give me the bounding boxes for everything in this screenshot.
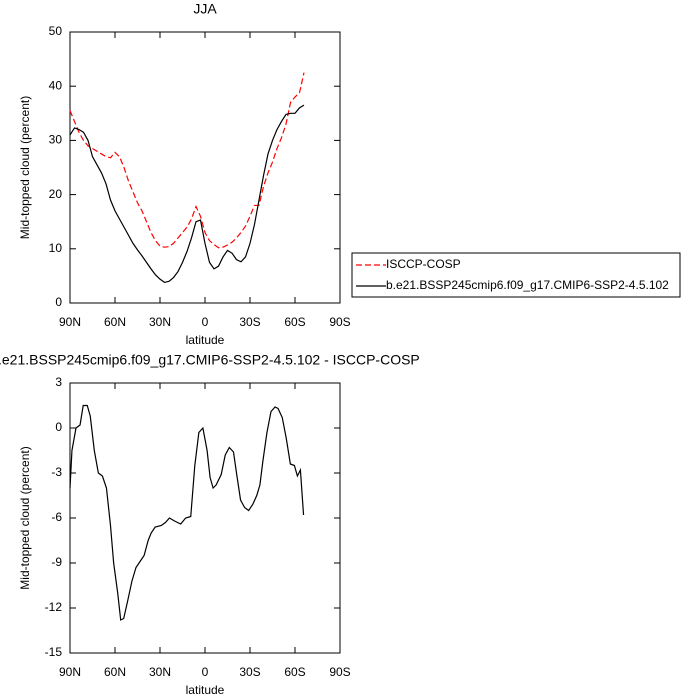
x-tick-label: 90S: [329, 665, 350, 679]
plot-frame: [69, 31, 341, 304]
x-tick-label: 90N: [59, 665, 81, 679]
y-tick-label: -15: [45, 645, 63, 659]
y-tick-label: -12: [45, 600, 63, 614]
x-tick-label: 0: [202, 315, 209, 329]
legend-label: ISCCP-COSP: [386, 257, 461, 271]
y-tick-label: 40: [49, 78, 63, 92]
chart-title: b.e21.BSSP245cmip6.f09_g17.CMIP6-SSP2-4.…: [0, 352, 420, 368]
x-axis-label: latitude: [186, 333, 225, 347]
x-tick-label: 30N: [149, 665, 171, 679]
x-tick-label: 60S: [284, 665, 305, 679]
y-tick-label: -3: [51, 465, 62, 479]
legend-box: [351, 252, 681, 298]
chart-title: JJA: [193, 1, 217, 17]
x-tick-label: 60N: [104, 665, 126, 679]
y-tick-label: -6: [51, 510, 62, 524]
y-tick-label: 3: [55, 375, 62, 389]
x-tick-label: 90S: [329, 315, 350, 329]
x-axis-label: latitude: [186, 683, 225, 697]
x-tick-label: 60N: [104, 315, 126, 329]
y-tick-label: 30: [49, 133, 63, 147]
x-tick-label: 30N: [149, 315, 171, 329]
plot-frame: [69, 382, 341, 654]
y-axis-label: Mid-topped cloud (percent): [18, 446, 32, 589]
data-line: [69, 404, 305, 621]
x-tick-label: 0: [202, 665, 209, 679]
data-line: [69, 72, 305, 249]
x-tick-label: 30S: [239, 665, 260, 679]
x-tick-label: 60S: [284, 315, 305, 329]
y-tick-label: 10: [49, 241, 63, 255]
x-tick-label: 30S: [239, 315, 260, 329]
x-tick-label: 90N: [59, 315, 81, 329]
legend-label: b.e21.BSSP245cmip6.f09_g17.CMIP6-SSP2-4.…: [386, 278, 669, 292]
legend: ISCCP-COSP b.e21.BSSP245cmip6.f09_g17.CMI…: [351, 252, 681, 298]
y-axis-label: Mid-topped cloud (percent): [18, 96, 32, 239]
data-line: [69, 104, 305, 284]
y-tick-label: 20: [49, 187, 63, 201]
y-tick-label: -9: [51, 555, 62, 569]
y-tick-label: 50: [49, 24, 63, 38]
y-tick-label: 0: [55, 420, 62, 434]
y-tick-label: 0: [55, 295, 62, 309]
